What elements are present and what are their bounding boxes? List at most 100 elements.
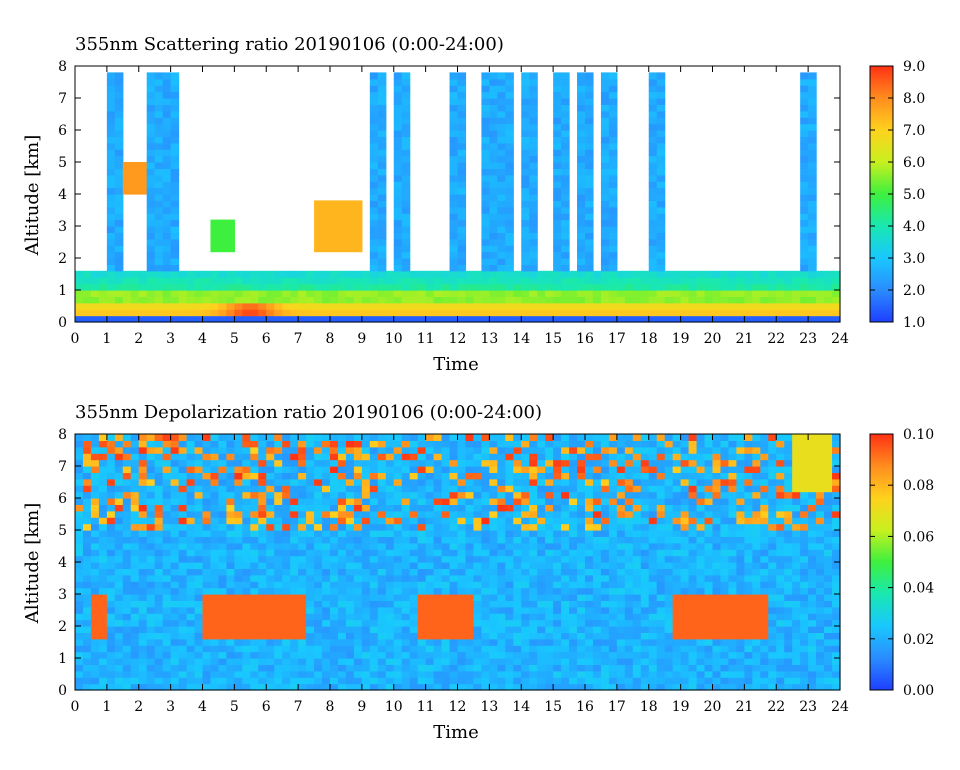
heatmap-cell xyxy=(680,453,690,461)
heatmap-cell xyxy=(433,664,443,672)
heatmap-cell xyxy=(656,491,666,499)
heatmap-cell xyxy=(409,491,419,499)
heatmap-cell xyxy=(337,459,347,467)
heatmap-cell xyxy=(425,523,435,531)
heatmap-cell xyxy=(577,104,586,112)
heatmap-cell xyxy=(274,440,283,448)
heatmap-cell xyxy=(608,219,618,227)
heatmap-cell xyxy=(417,472,427,480)
heatmap-cell xyxy=(457,226,467,233)
heatmap-cell xyxy=(449,136,459,144)
heatmap-cell xyxy=(481,194,490,201)
heatmap-cell xyxy=(146,72,156,80)
heatmap-cell xyxy=(218,632,228,640)
heatmap-cell xyxy=(449,517,459,525)
heatmap-cell xyxy=(704,302,714,310)
heatmap-cell xyxy=(242,670,251,678)
heatmap-cell xyxy=(266,270,275,278)
heatmap-cell xyxy=(178,594,188,601)
heatmap-cell xyxy=(449,309,459,317)
heatmap-cell xyxy=(186,472,196,480)
heatmap-cell xyxy=(210,219,220,227)
heatmap-cell xyxy=(298,632,307,640)
heatmap-cell xyxy=(393,562,403,569)
heatmap-cell xyxy=(433,485,443,493)
heatmap-cell xyxy=(696,600,706,608)
heatmap-cell xyxy=(337,523,347,531)
heatmap-cell xyxy=(600,645,610,653)
heatmap-cell xyxy=(648,104,658,112)
heatmap-cell xyxy=(720,270,730,278)
heatmap-cell xyxy=(608,283,618,291)
heatmap-cell xyxy=(377,91,387,99)
heatmap-cell xyxy=(569,549,578,557)
heatmap-cell xyxy=(592,594,602,601)
heatmap-cell xyxy=(314,555,323,563)
heatmap-cell xyxy=(146,626,156,633)
heatmap-cell xyxy=(465,670,475,678)
heatmap-cell xyxy=(417,542,427,550)
y-tick-label: 8 xyxy=(58,59,67,75)
heatmap-cell xyxy=(218,536,228,544)
heatmap-cell xyxy=(441,517,451,525)
heatmap-cell xyxy=(441,587,451,595)
heatmap-cell xyxy=(210,434,220,441)
heatmap-cell xyxy=(545,638,554,646)
heatmap-cell xyxy=(481,290,490,297)
heatmap-cell xyxy=(306,446,315,454)
heatmap-cell xyxy=(82,574,92,582)
heatmap-cell xyxy=(385,594,395,601)
heatmap-cell xyxy=(377,149,387,157)
heatmap-cell xyxy=(345,638,355,646)
heatmap-cell xyxy=(569,440,578,448)
heatmap-cell xyxy=(377,632,387,640)
heatmap-cell xyxy=(481,309,490,317)
heatmap-cell xyxy=(274,491,283,499)
heatmap-cell xyxy=(545,555,554,563)
heatmap-cell xyxy=(592,677,602,685)
heatmap-cell xyxy=(664,606,674,614)
heatmap-cell xyxy=(417,530,427,537)
heatmap-cell xyxy=(680,568,690,576)
heatmap-cell xyxy=(353,440,363,448)
heatmap-cell xyxy=(489,491,498,499)
heatmap-cell xyxy=(75,613,84,621)
heatmap-cell xyxy=(186,491,196,499)
heatmap-cell xyxy=(816,290,825,297)
heatmap-cell xyxy=(600,315,610,323)
heatmap-cell xyxy=(369,446,379,454)
heatmap-cell xyxy=(322,581,331,589)
heatmap-cell xyxy=(154,302,164,310)
heatmap-cell xyxy=(561,206,570,214)
heatmap-cell xyxy=(337,270,347,278)
heatmap-cell xyxy=(449,434,459,441)
heatmap-cell xyxy=(696,619,706,627)
heatmap-cell xyxy=(226,472,235,480)
heatmap-cell xyxy=(274,453,283,461)
heatmap-cell xyxy=(146,309,156,317)
heatmap-cell xyxy=(696,296,706,304)
heatmap-cell xyxy=(234,651,243,659)
heatmap-cell xyxy=(114,645,124,653)
heatmap-cell xyxy=(585,200,594,208)
heatmap-cell xyxy=(345,683,355,691)
heatmap-cell xyxy=(401,638,411,646)
heatmap-cell xyxy=(345,302,355,310)
heatmap-cell xyxy=(529,72,538,80)
heatmap-cell xyxy=(457,446,467,454)
heatmap-cell xyxy=(664,555,674,563)
heatmap-cell xyxy=(688,574,698,582)
heatmap-cell xyxy=(425,670,435,678)
heatmap-cell xyxy=(290,440,299,448)
heatmap-cell xyxy=(345,226,355,233)
heatmap-cell xyxy=(98,581,108,589)
heatmap-cell xyxy=(202,632,212,640)
heatmap-cell xyxy=(337,440,347,448)
heatmap-cell xyxy=(585,162,594,169)
heatmap-cell xyxy=(90,574,100,582)
heatmap-cell xyxy=(505,258,514,265)
heatmap-cell xyxy=(369,530,379,537)
heatmap-cell xyxy=(401,155,411,163)
heatmap-cell xyxy=(306,670,315,678)
heatmap-cell xyxy=(409,504,419,512)
